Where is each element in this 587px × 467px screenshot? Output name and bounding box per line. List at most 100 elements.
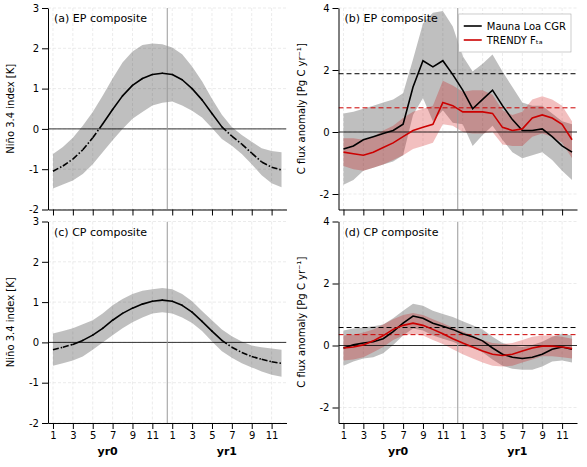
line-segment bbox=[113, 96, 123, 110]
x-tick-label: 11 bbox=[437, 430, 450, 441]
x-tick-mark bbox=[502, 210, 503, 216]
panel-title: (b) EP composite bbox=[345, 12, 438, 25]
y-tick-label: 2 bbox=[323, 278, 329, 289]
x-tick: 1 bbox=[460, 423, 466, 441]
y-tick-mark bbox=[42, 302, 48, 303]
x-axis bbox=[49, 210, 288, 216]
grid-line-x bbox=[172, 8, 173, 210]
y-tick-mark bbox=[333, 194, 339, 195]
x-tick-mark bbox=[172, 423, 173, 429]
x-tick-mark bbox=[343, 423, 344, 429]
x-tick-label: 11 bbox=[146, 430, 159, 441]
x-tick-mark bbox=[542, 423, 543, 429]
y-tick-mark bbox=[42, 262, 48, 263]
x-tick-mark bbox=[562, 423, 563, 429]
line-segment bbox=[73, 150, 83, 159]
year-divider bbox=[457, 222, 458, 424]
line-segment bbox=[242, 352, 252, 356]
x-tick-mark bbox=[463, 423, 464, 429]
line-segment bbox=[132, 79, 142, 86]
y-tick-label: -2 bbox=[320, 402, 330, 413]
y-tick-label: 3 bbox=[33, 216, 39, 227]
line-segment bbox=[242, 144, 252, 153]
y-tick: 1 bbox=[33, 83, 48, 94]
x-tick bbox=[443, 210, 444, 216]
y-tick-mark bbox=[42, 383, 48, 384]
y-tick-label: -2 bbox=[29, 418, 39, 429]
y-axis-title: C flux anomaly [Pg C yr⁻¹] bbox=[296, 257, 307, 388]
line-segment bbox=[113, 313, 123, 320]
y-tick: 2 bbox=[323, 278, 338, 289]
y-tick-label: 0 bbox=[323, 127, 329, 138]
line-segment bbox=[212, 331, 222, 340]
panel-title: (a) EP composite bbox=[54, 12, 147, 25]
line-segment bbox=[83, 335, 93, 340]
grid-line-x bbox=[482, 222, 483, 424]
line-segment bbox=[83, 138, 93, 150]
x-tick-label: 1 bbox=[341, 430, 347, 441]
x-tick: 9 bbox=[420, 423, 426, 441]
x-tick-mark bbox=[403, 423, 404, 429]
y-tick-mark bbox=[333, 132, 339, 133]
grid-line-x bbox=[152, 222, 153, 424]
x-tick-mark bbox=[272, 423, 273, 429]
year-divider bbox=[167, 8, 168, 210]
annotation: yr0 bbox=[98, 445, 119, 458]
x-tick-label: 5 bbox=[381, 430, 387, 441]
y-tick: 0 bbox=[33, 337, 48, 348]
x-axis: 13579111357911 bbox=[339, 423, 578, 441]
x-tick: 3 bbox=[361, 423, 367, 441]
line-segment bbox=[103, 320, 113, 328]
plot-area bbox=[48, 8, 287, 210]
x-tick: 9 bbox=[540, 423, 546, 441]
line-segment bbox=[53, 347, 63, 349]
x-tick-mark bbox=[132, 210, 133, 216]
y-tick-label: 4 bbox=[323, 3, 329, 14]
x-tick bbox=[522, 210, 523, 216]
x-tick-mark bbox=[132, 423, 133, 429]
line-segment bbox=[132, 304, 142, 308]
line-segment bbox=[272, 167, 282, 170]
x-tick-mark bbox=[522, 423, 523, 429]
x-tick: 7 bbox=[229, 423, 235, 441]
grid bbox=[339, 222, 578, 424]
line-segment bbox=[103, 110, 113, 125]
grid-line-x bbox=[152, 8, 153, 210]
y-tick-label: 0 bbox=[323, 340, 329, 351]
year-divider bbox=[167, 222, 168, 424]
x-tick-mark bbox=[502, 423, 503, 429]
x-tick bbox=[483, 210, 484, 216]
y-axis: -2 0 2 4 bbox=[320, 216, 339, 423]
x-tick bbox=[463, 210, 464, 216]
y-tick: 4 bbox=[323, 216, 338, 227]
x-tick-label: 9 bbox=[540, 430, 546, 441]
line-segment bbox=[73, 340, 83, 344]
x-tick: 1 bbox=[50, 423, 56, 441]
x-tick-mark bbox=[113, 210, 114, 216]
line-segment bbox=[252, 357, 262, 360]
x-tick bbox=[152, 210, 153, 216]
x-tick-mark bbox=[542, 210, 543, 216]
legend-swatch bbox=[464, 25, 482, 27]
grid-line-x bbox=[502, 222, 503, 424]
line-segment bbox=[192, 89, 202, 100]
x-axis-line bbox=[339, 210, 578, 211]
x-tick: 11 bbox=[266, 423, 279, 441]
line-segment bbox=[152, 73, 162, 74]
x-tick-mark bbox=[423, 210, 424, 216]
x-tick-mark bbox=[252, 423, 253, 429]
line bbox=[343, 103, 572, 156]
legend-label: Mauna Loa CGR bbox=[487, 21, 566, 32]
legend-box bbox=[459, 14, 571, 52]
y-axis-title: Niño 3.4 index [K] bbox=[5, 64, 16, 154]
y-tick-label: 3 bbox=[33, 3, 39, 14]
y-axis-line bbox=[339, 222, 340, 424]
line-segment bbox=[63, 159, 73, 166]
x-tick-label: 7 bbox=[110, 430, 116, 441]
grid-line-x bbox=[251, 222, 252, 424]
x-tick-label: 5 bbox=[209, 430, 215, 441]
y-tick: -1 bbox=[29, 164, 48, 175]
grid-line-x bbox=[172, 222, 173, 424]
line-segment bbox=[162, 300, 172, 301]
grid bbox=[48, 222, 287, 424]
